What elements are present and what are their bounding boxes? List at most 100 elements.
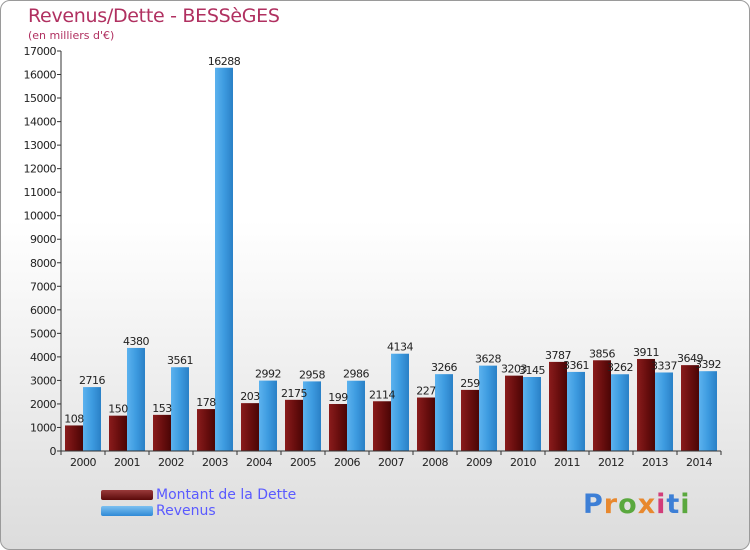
data-label-debt: 178 — [196, 396, 216, 409]
legend-swatch-revenue — [101, 506, 153, 516]
y-tick-label: 17000 — [24, 45, 57, 58]
x-tick-label: 2001 — [114, 456, 140, 469]
data-label-revenue: 4380 — [123, 335, 149, 348]
bar-debt — [593, 360, 611, 451]
logo-letter: i — [656, 489, 667, 520]
bar-revenue — [699, 371, 717, 451]
data-label-debt: 2114 — [369, 388, 395, 401]
data-label-debt: 259 — [460, 377, 480, 390]
x-tick-label: 2002 — [158, 456, 184, 469]
bar-debt — [681, 365, 699, 451]
data-label-debt: 199 — [328, 391, 348, 404]
x-tick-label: 2013 — [642, 456, 668, 469]
bar-revenue — [303, 381, 321, 451]
y-tick-label: 13000 — [24, 139, 57, 152]
chart-subtitle: (en milliers d'€) — [28, 29, 115, 42]
y-tick-label: 5000 — [30, 327, 56, 340]
data-label-revenue: 3561 — [167, 354, 193, 367]
logo-letter: i — [680, 489, 691, 520]
bar-debt — [153, 414, 171, 451]
bar-debt — [285, 399, 303, 451]
y-tick-label: 16000 — [24, 69, 57, 82]
y-tick-label: 8000 — [30, 257, 56, 270]
data-label-debt: 203 — [240, 390, 260, 403]
chart-title: Revenus/Dette - BESSèGES — [28, 5, 280, 27]
data-label-debt: 3856 — [589, 347, 615, 360]
data-label-debt: 153 — [152, 402, 172, 415]
data-label-revenue: 3392 — [695, 358, 721, 371]
bar-revenue — [347, 380, 365, 451]
y-tick-label: 0 — [50, 445, 57, 458]
data-label-revenue: 2958 — [299, 368, 325, 381]
data-label-debt: 2175 — [281, 387, 307, 400]
y-tick-label: 9000 — [30, 233, 56, 246]
y-tick-label: 14000 — [24, 116, 57, 129]
x-tick-label: 2006 — [334, 456, 360, 469]
bar-debt — [417, 397, 435, 451]
bar-debt — [549, 361, 567, 451]
bar-debt — [461, 389, 479, 451]
logo-letter: t — [666, 489, 681, 520]
bar-revenue — [259, 380, 277, 451]
bar-debt — [373, 401, 391, 451]
x-tick-label: 2004 — [246, 456, 272, 469]
x-tick-label: 2009 — [466, 456, 492, 469]
y-tick-label: 10000 — [24, 210, 57, 223]
y-tick-label: 11000 — [24, 186, 57, 199]
bar-debt — [109, 415, 127, 451]
data-label-revenue: 3262 — [607, 361, 633, 374]
data-label-revenue: 2986 — [343, 368, 369, 381]
bar-revenue — [127, 347, 145, 451]
x-tick-label: 2000 — [70, 456, 96, 469]
bar-revenue — [479, 365, 497, 451]
bar-debt — [637, 358, 655, 451]
x-tick-label: 2008 — [422, 456, 448, 469]
bar-revenue — [83, 387, 101, 451]
x-tick-label: 2007 — [378, 456, 404, 469]
y-tick-label: 6000 — [30, 304, 56, 317]
data-label-debt: 3649 — [677, 352, 703, 365]
data-label-debt: 227 — [416, 385, 436, 398]
data-label-debt: 3203 — [501, 363, 527, 376]
proxiti-logo: Proxiti — [583, 489, 691, 520]
data-label-debt: 3787 — [545, 349, 571, 362]
x-tick-label: 2011 — [554, 456, 580, 469]
legend-label-debt: Montant de la Dette — [156, 487, 297, 503]
logo-letter: P — [583, 489, 604, 520]
x-tick-label: 2012 — [598, 456, 624, 469]
bar-debt — [329, 404, 347, 451]
logo-letter: o — [618, 489, 638, 520]
legend-label-revenue: Revenus — [156, 503, 216, 519]
data-label-debt: 150 — [108, 403, 128, 416]
logo-letter: r — [603, 489, 619, 520]
data-label-revenue: 2992 — [255, 368, 281, 381]
bar-debt — [505, 375, 523, 451]
x-tick-label: 2010 — [510, 456, 536, 469]
data-label-revenue: 4134 — [387, 341, 413, 354]
y-tick-label: 12000 — [24, 163, 57, 176]
bar-revenue — [567, 371, 585, 451]
logo-letter: x — [637, 489, 657, 520]
y-tick-label: 2000 — [30, 398, 56, 411]
bar-revenue — [435, 374, 453, 451]
data-label-revenue: 3266 — [431, 361, 457, 374]
x-tick-label: 2014 — [686, 456, 712, 469]
data-label-debt: 108 — [64, 412, 84, 425]
bar-debt — [65, 425, 83, 451]
bar-revenue — [391, 353, 409, 451]
data-label-revenue: 3337 — [651, 359, 677, 372]
x-tick-label: 2003 — [202, 456, 228, 469]
bar-revenue — [215, 67, 233, 452]
data-label-revenue: 3628 — [475, 353, 501, 366]
data-label-revenue: 16288 — [208, 55, 241, 68]
bar-debt — [241, 403, 259, 451]
data-label-revenue: 2716 — [79, 374, 105, 387]
bar-revenue — [171, 367, 189, 451]
y-tick-label: 3000 — [30, 374, 56, 387]
y-tick-label: 1000 — [30, 421, 56, 434]
bar-revenue — [611, 374, 629, 451]
y-tick-label: 4000 — [30, 351, 56, 364]
data-label-debt: 3911 — [633, 346, 659, 359]
bar-debt — [197, 409, 215, 451]
